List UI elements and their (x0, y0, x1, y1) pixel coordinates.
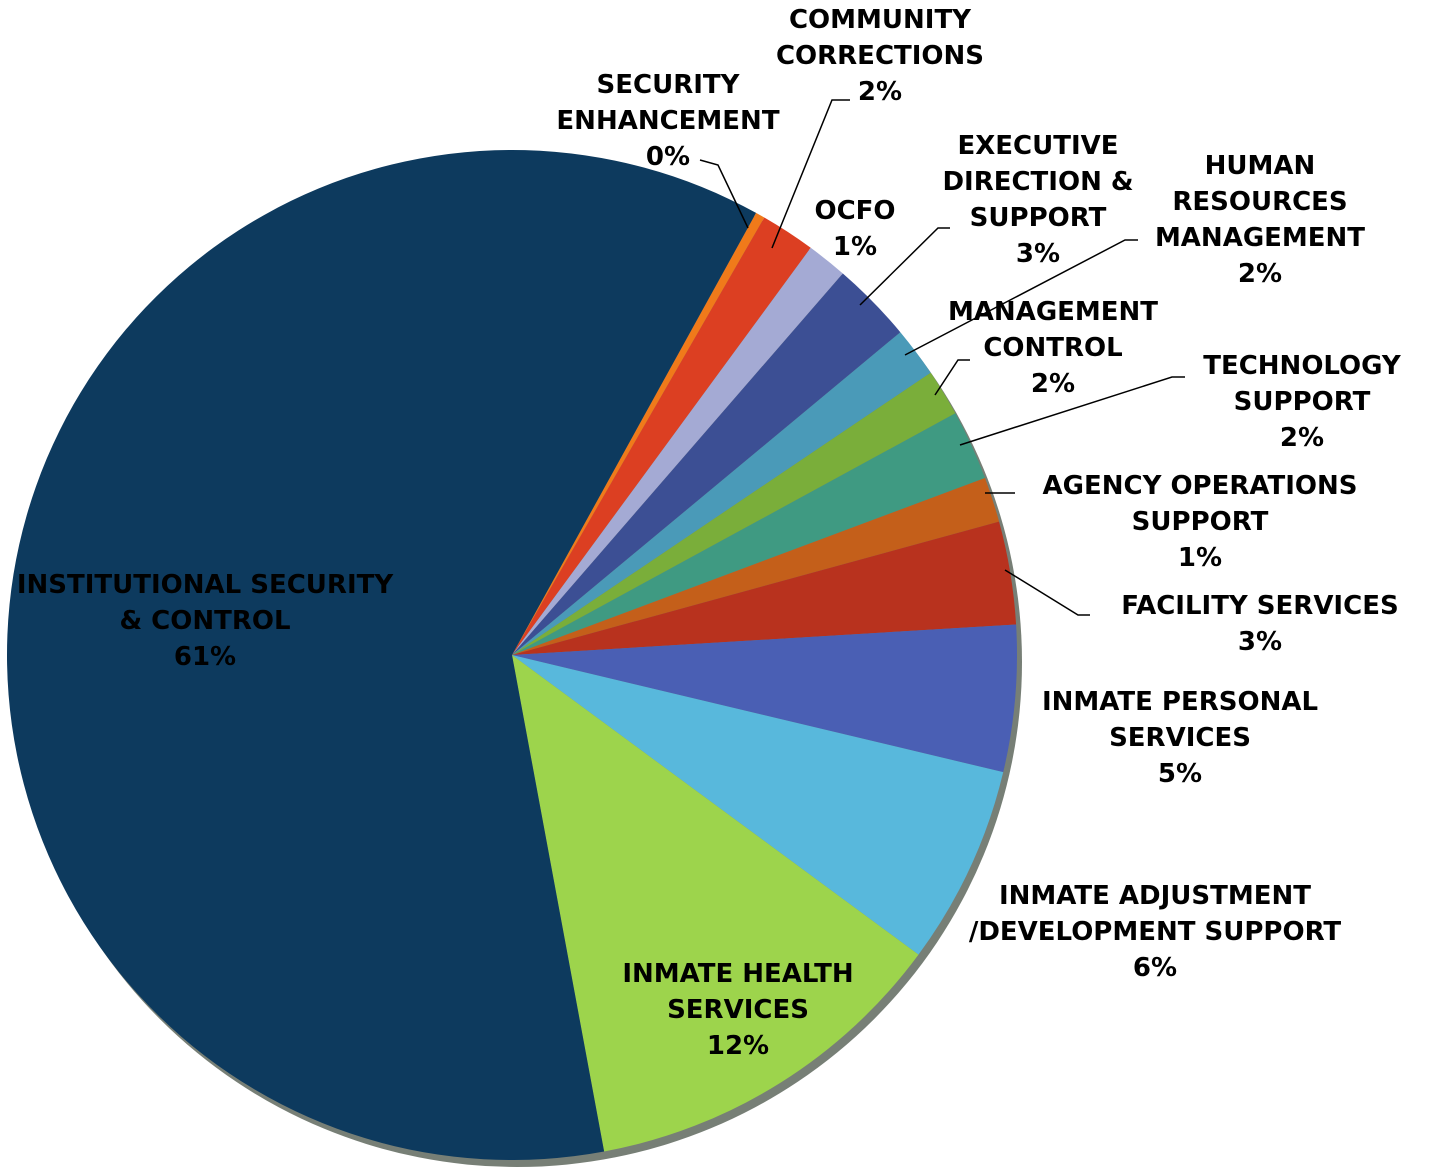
leader-lines (699, 99, 1185, 616)
category-label: INMATE PERSONAL SERVICES (1041, 687, 1319, 753)
leader-line (771, 99, 850, 249)
leader-line (859, 227, 950, 306)
category-label: INMATE HEALTH SERVICES (622, 959, 854, 1025)
category-label: SECURITY ENHANCEMENT (556, 70, 780, 136)
slice-label: INMATE HEALTH SERVICES 12% (588, 956, 888, 1064)
category-label: TECHNOLOGY SUPPORT (1203, 351, 1401, 417)
pie-slice (512, 332, 931, 655)
value-label: 5% (1157, 759, 1203, 789)
slice-label: SECURITY ENHANCEMENT 0% (533, 67, 803, 175)
pie-slice (512, 212, 765, 655)
pie-slice (512, 624, 1017, 773)
leader-line (959, 376, 1185, 446)
category-label: HUMAN RESOURCES MANAGEMENT (1154, 151, 1366, 253)
pie-slice (512, 521, 1017, 655)
value-label: 6% (1132, 953, 1178, 983)
slice-label: AGENCY OPERATIONS SUPPORT 1% (1005, 468, 1395, 576)
category-label: MANAGEMENT CONTROL (947, 297, 1159, 363)
category-label: AGENCY OPERATIONS SUPPORT (1042, 471, 1358, 537)
pie-slice (512, 217, 811, 655)
pie-slice (512, 655, 919, 1152)
slices (7, 150, 1017, 1160)
leader-line (904, 239, 1138, 356)
value-label: 3% (1237, 627, 1283, 657)
leader-line (699, 159, 749, 229)
slice-label: OCFO 1% (795, 193, 915, 265)
slice-label: INMATE ADJUSTMENT /DEVELOPMENT SUPPORT 6% (965, 878, 1345, 986)
category-label: INMATE ADJUSTMENT /DEVELOPMENT SUPPORT (968, 881, 1342, 947)
slice-label: TECHNOLOGY SUPPORT 2% (1172, 348, 1429, 456)
category-label: COMMUNITY CORRECTIONS (775, 5, 985, 71)
pie-slice (512, 413, 985, 655)
leader-line (1004, 569, 1090, 616)
pie-slice (512, 477, 1000, 655)
value-label: 3% (1015, 239, 1061, 269)
category-label: INSTITUTIONAL SECURITY & CONTROL (16, 570, 394, 636)
category-label: EXECUTIVE DIRECTION & SUPPORT (942, 131, 1134, 233)
slice-label: INMATE PERSONAL SERVICES 5% (1005, 684, 1355, 792)
slice-label: MANAGEMENT CONTROL 2% (923, 294, 1183, 402)
slice-label: FACILITY SERVICES 3% (1080, 588, 1429, 660)
value-label: 1% (1177, 543, 1223, 573)
pie-slice (512, 273, 901, 655)
value-label: 2% (1237, 259, 1283, 289)
pie-slice (512, 372, 956, 655)
pie-slice (7, 150, 757, 1160)
slice-label: COMMUNITY CORRECTIONS 2% (740, 2, 1020, 110)
slice-label: HUMAN RESOURCES MANAGEMENT 2% (1130, 148, 1390, 292)
value-label: 0% (645, 142, 691, 172)
category-label: FACILITY SERVICES (1121, 591, 1399, 621)
pie-slice (512, 247, 843, 656)
slice-label: INSTITUTIONAL SECURITY & CONTROL 61% (5, 567, 405, 675)
slice-label: EXECUTIVE DIRECTION & SUPPORT 3% (923, 128, 1153, 272)
value-label: 1% (832, 232, 878, 262)
value-label: 2% (1279, 423, 1325, 453)
category-label: OCFO (814, 196, 896, 226)
value-label: 61% (173, 642, 237, 672)
leader-line (934, 359, 970, 396)
value-label: 2% (857, 77, 903, 107)
value-label: 12% (706, 1031, 770, 1061)
value-label: 2% (1030, 369, 1076, 399)
pie-slice (512, 655, 1004, 955)
